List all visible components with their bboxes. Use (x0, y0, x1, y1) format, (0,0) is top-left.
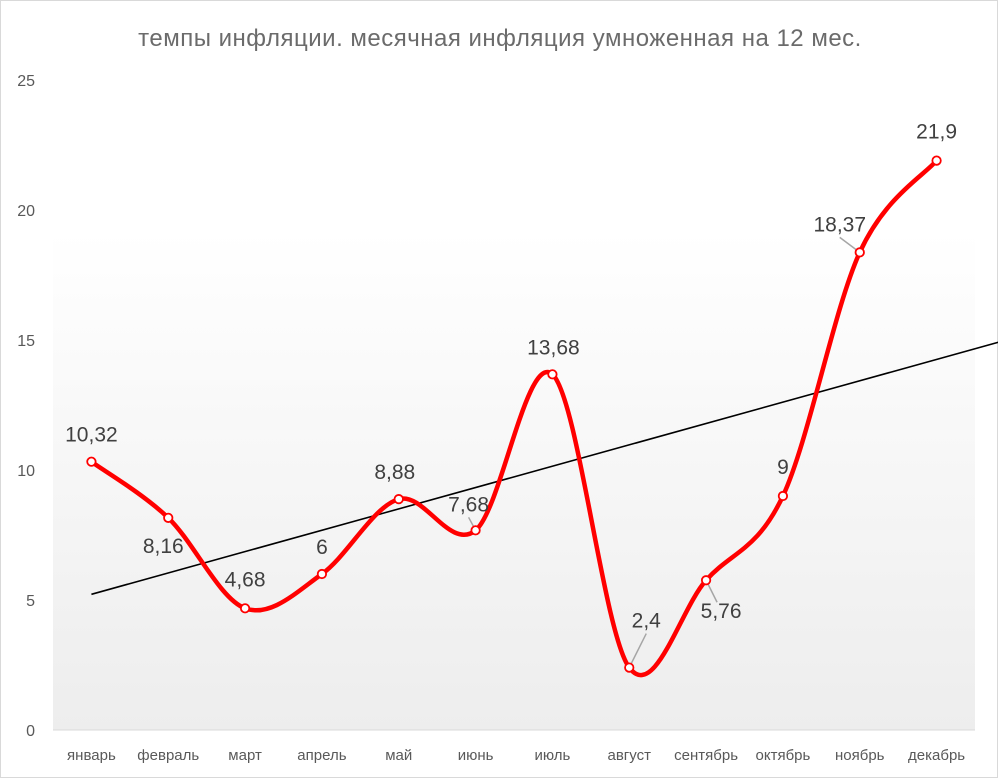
data-point (777, 490, 789, 502)
x-tick-label: август (608, 747, 652, 764)
data-label: 21,9 (916, 121, 957, 144)
x-tick-label: январь (67, 747, 116, 764)
y-tick-label: 15 (17, 333, 35, 350)
y-tick-label: 20 (17, 203, 35, 220)
x-tick-label: апрель (297, 747, 346, 764)
data-label: 4,68 (225, 568, 266, 591)
y-axis: 0 5 10 15 20 25 (17, 73, 35, 740)
data-label: 10,32 (65, 424, 118, 447)
y-tick-label: 10 (17, 463, 35, 480)
x-tick-label: май (385, 747, 412, 764)
data-label: 13,68 (527, 336, 580, 359)
data-point (931, 155, 942, 166)
data-point (316, 568, 328, 580)
trendline (91, 341, 998, 596)
data-point (470, 525, 481, 536)
data-label: 18,37 (813, 213, 866, 236)
data-point (86, 456, 97, 467)
x-tick-label: июнь (458, 747, 494, 764)
data-point (163, 512, 174, 523)
plot-background (53, 230, 975, 731)
series-markers (86, 155, 942, 673)
y-tick-label: 5 (26, 593, 35, 610)
x-tick-label: ноябрь (835, 747, 885, 764)
data-label: 2,4 (632, 610, 662, 633)
data-label: 8,88 (374, 461, 415, 484)
data-label: 5,76 (701, 600, 742, 623)
x-tick-label: октябрь (756, 747, 811, 764)
data-point (393, 494, 404, 505)
label-leader-line (628, 633, 647, 668)
y-tick-label: 25 (17, 73, 35, 90)
x-tick-label: июль (534, 747, 570, 764)
data-label: 7,68 (448, 493, 489, 516)
data-labels: 10,32 8,16 4,68 6 8,88 7,68 13,68 2,4 5,76 9 18,37… (65, 121, 957, 633)
data-point (854, 247, 865, 258)
data-label: 9 (777, 456, 789, 479)
x-tick-label: сентябрь (674, 747, 738, 764)
x-tick-label: март (228, 747, 262, 764)
y-tick-label: 0 (26, 723, 35, 740)
data-point (547, 369, 558, 380)
data-label: 6 (316, 536, 328, 559)
chart-title: темпы инфляции. месячная инфляция умноже… (138, 25, 862, 52)
x-tick-label: декабрь (908, 747, 965, 764)
data-point (239, 603, 251, 614)
data-label: 8,16 (143, 535, 184, 558)
x-axis: январь февраль март апрель май июнь июль август… (67, 747, 965, 764)
data-point (700, 575, 712, 586)
data-point (624, 662, 635, 673)
x-tick-label: февраль (137, 747, 199, 764)
